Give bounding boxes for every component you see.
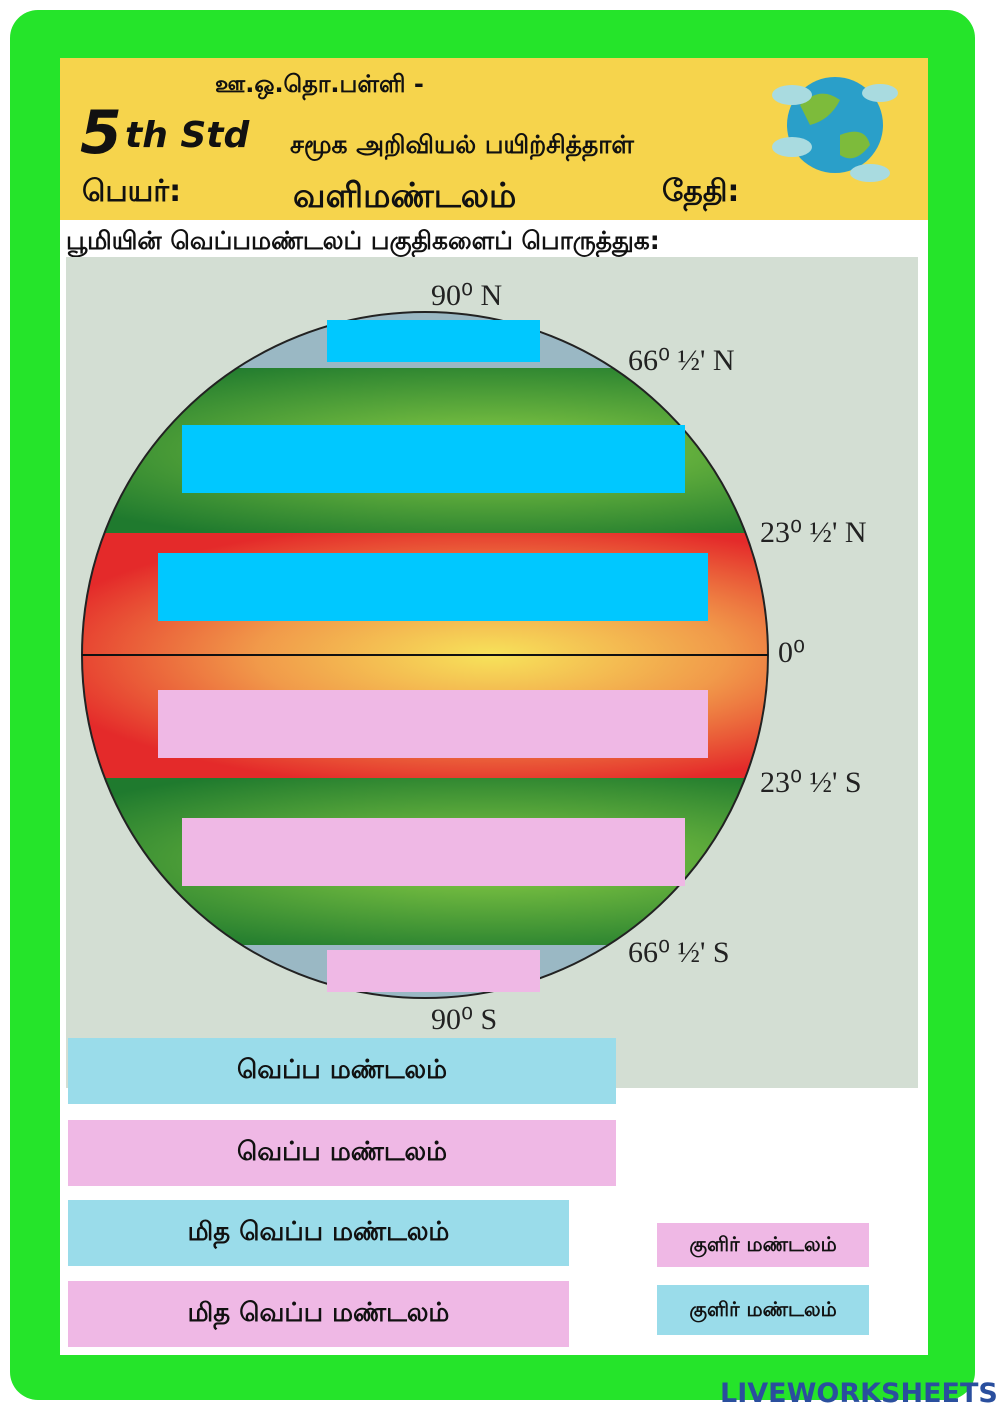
- drop-box[interactable]: [158, 553, 708, 621]
- drop-box[interactable]: [182, 818, 685, 886]
- latitude-label: 90⁰ S: [431, 1003, 497, 1036]
- drop-box[interactable]: [158, 690, 708, 758]
- option[interactable]: குளிர் மண்டலம்: [657, 1285, 869, 1335]
- grade-suffix: th Std: [125, 115, 250, 156]
- latitude-label: 66⁰ ½' N: [628, 344, 735, 377]
- option[interactable]: மித வெப்ப மண்டலம்: [68, 1200, 569, 1266]
- grade-number: 5: [80, 98, 122, 168]
- option[interactable]: வெப்ப மண்டலம்: [68, 1038, 616, 1104]
- option[interactable]: மித வெப்ப மண்டலம்: [68, 1281, 569, 1347]
- drop-box[interactable]: [182, 425, 685, 493]
- latitude-label: 0⁰: [778, 636, 805, 669]
- footer-brand: LIVEWORKSHEETS: [720, 1378, 998, 1409]
- latitude-label: 90⁰ N: [431, 279, 502, 312]
- drop-box[interactable]: [327, 950, 540, 992]
- name-label: பெயர்:: [82, 174, 182, 209]
- date-label: தேதி:: [662, 174, 740, 209]
- earth-icon: [772, 77, 898, 182]
- latitude-label: 23⁰ ½' S: [760, 766, 862, 799]
- option[interactable]: வெப்ப மண்டலம்: [68, 1120, 616, 1186]
- topic: வளிமண்டலம்: [293, 176, 517, 216]
- option[interactable]: குளிர் மண்டலம்: [657, 1223, 869, 1267]
- instruction: பூமியின் வெப்பமண்டலப் பகுதிகளைப் பொருத்த…: [66, 226, 660, 255]
- subject: சமூக அறிவியல் பயிற்சித்தாள்: [290, 130, 634, 159]
- school: ஊ.ஒ.தொ.பள்ளி -: [215, 70, 424, 98]
- latitude-label: 23⁰ ½' N: [760, 516, 867, 549]
- drop-box[interactable]: [327, 320, 540, 362]
- latitude-label: 66⁰ ½' S: [628, 936, 730, 969]
